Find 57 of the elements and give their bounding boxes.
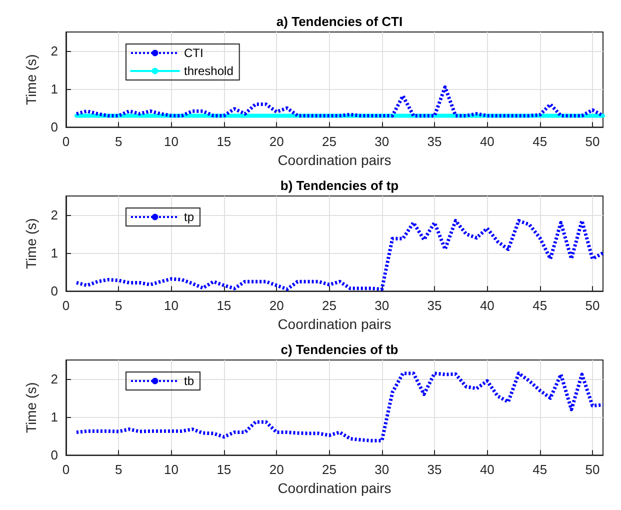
x-tick-label: 25 bbox=[322, 134, 336, 150]
x-tick-label: 5 bbox=[115, 462, 122, 478]
y-axis-title: Time (s) bbox=[23, 382, 39, 433]
x-tick-label: 0 bbox=[62, 462, 70, 478]
x-tick-label: 25 bbox=[322, 298, 336, 314]
legend-label: tp bbox=[184, 210, 194, 224]
y-tick-label: 2 bbox=[50, 44, 58, 59]
x-tick-label: 20 bbox=[269, 134, 284, 150]
x-tick-label: 5 bbox=[115, 298, 122, 314]
x-tick-label: 25 bbox=[322, 462, 336, 478]
x-tick-label: 45 bbox=[532, 134, 548, 150]
line-series bbox=[74, 372, 605, 442]
x-tick-label: 15 bbox=[216, 462, 232, 478]
x-tick-label: 30 bbox=[374, 298, 390, 314]
x-tick-label: 50 bbox=[585, 134, 600, 150]
legend-label: CTI bbox=[184, 46, 204, 60]
chart-title: c) Tendencies of tb bbox=[280, 342, 398, 357]
x-tick-label: 40 bbox=[480, 462, 494, 478]
y-tick-label: 1 bbox=[50, 246, 58, 261]
x-axis-title: Coordination pairs bbox=[278, 316, 392, 332]
x-tick-label: 5 bbox=[115, 134, 122, 150]
y-tick-label: 0 bbox=[50, 120, 58, 135]
x-axis-title: Coordination pairs bbox=[278, 152, 392, 168]
x-tick-label: 15 bbox=[216, 134, 232, 150]
y-tick-label: 1 bbox=[50, 410, 58, 425]
x-tick-label: 45 bbox=[532, 462, 548, 478]
x-tick-label: 50 bbox=[585, 298, 600, 314]
x-tick-label: 10 bbox=[164, 462, 179, 478]
x-tick-label: 35 bbox=[427, 462, 442, 478]
x-tick-label: 20 bbox=[269, 462, 284, 478]
y-tick-label: 2 bbox=[50, 208, 58, 223]
chart-title: b) Tendencies of tp bbox=[280, 178, 399, 193]
x-tick-label: 20 bbox=[269, 298, 284, 314]
legend-label: tb bbox=[184, 374, 194, 388]
x-axis-title: Coordination pairs bbox=[278, 480, 392, 496]
x-tick-label: 50 bbox=[585, 462, 600, 478]
x-tick-label: 30 bbox=[374, 462, 390, 478]
y-tick-label: 0 bbox=[50, 448, 58, 463]
x-tick-label: 40 bbox=[480, 134, 494, 150]
x-tick-label: 40 bbox=[480, 298, 494, 314]
legend-label: threshold bbox=[184, 64, 234, 78]
x-tick-label: 30 bbox=[374, 134, 390, 150]
x-tick-label: 15 bbox=[216, 298, 232, 314]
x-tick-label: 35 bbox=[427, 134, 442, 150]
x-tick-label: 35 bbox=[427, 298, 442, 314]
y-tick-label: 1 bbox=[50, 82, 58, 97]
y-tick-label: 0 bbox=[50, 284, 58, 299]
x-tick-label: 10 bbox=[164, 134, 179, 150]
y-axis-title: Time (s) bbox=[23, 54, 39, 105]
chart-title: a) Tendencies of CTI bbox=[276, 14, 403, 29]
x-tick-label: 0 bbox=[62, 298, 70, 314]
x-tick-label: 10 bbox=[164, 298, 179, 314]
y-tick-label: 2 bbox=[50, 372, 58, 387]
line-series bbox=[74, 85, 605, 118]
y-axis-title: Time (s) bbox=[23, 218, 39, 269]
x-tick-label: 0 bbox=[62, 134, 70, 150]
x-tick-label: 45 bbox=[532, 298, 548, 314]
